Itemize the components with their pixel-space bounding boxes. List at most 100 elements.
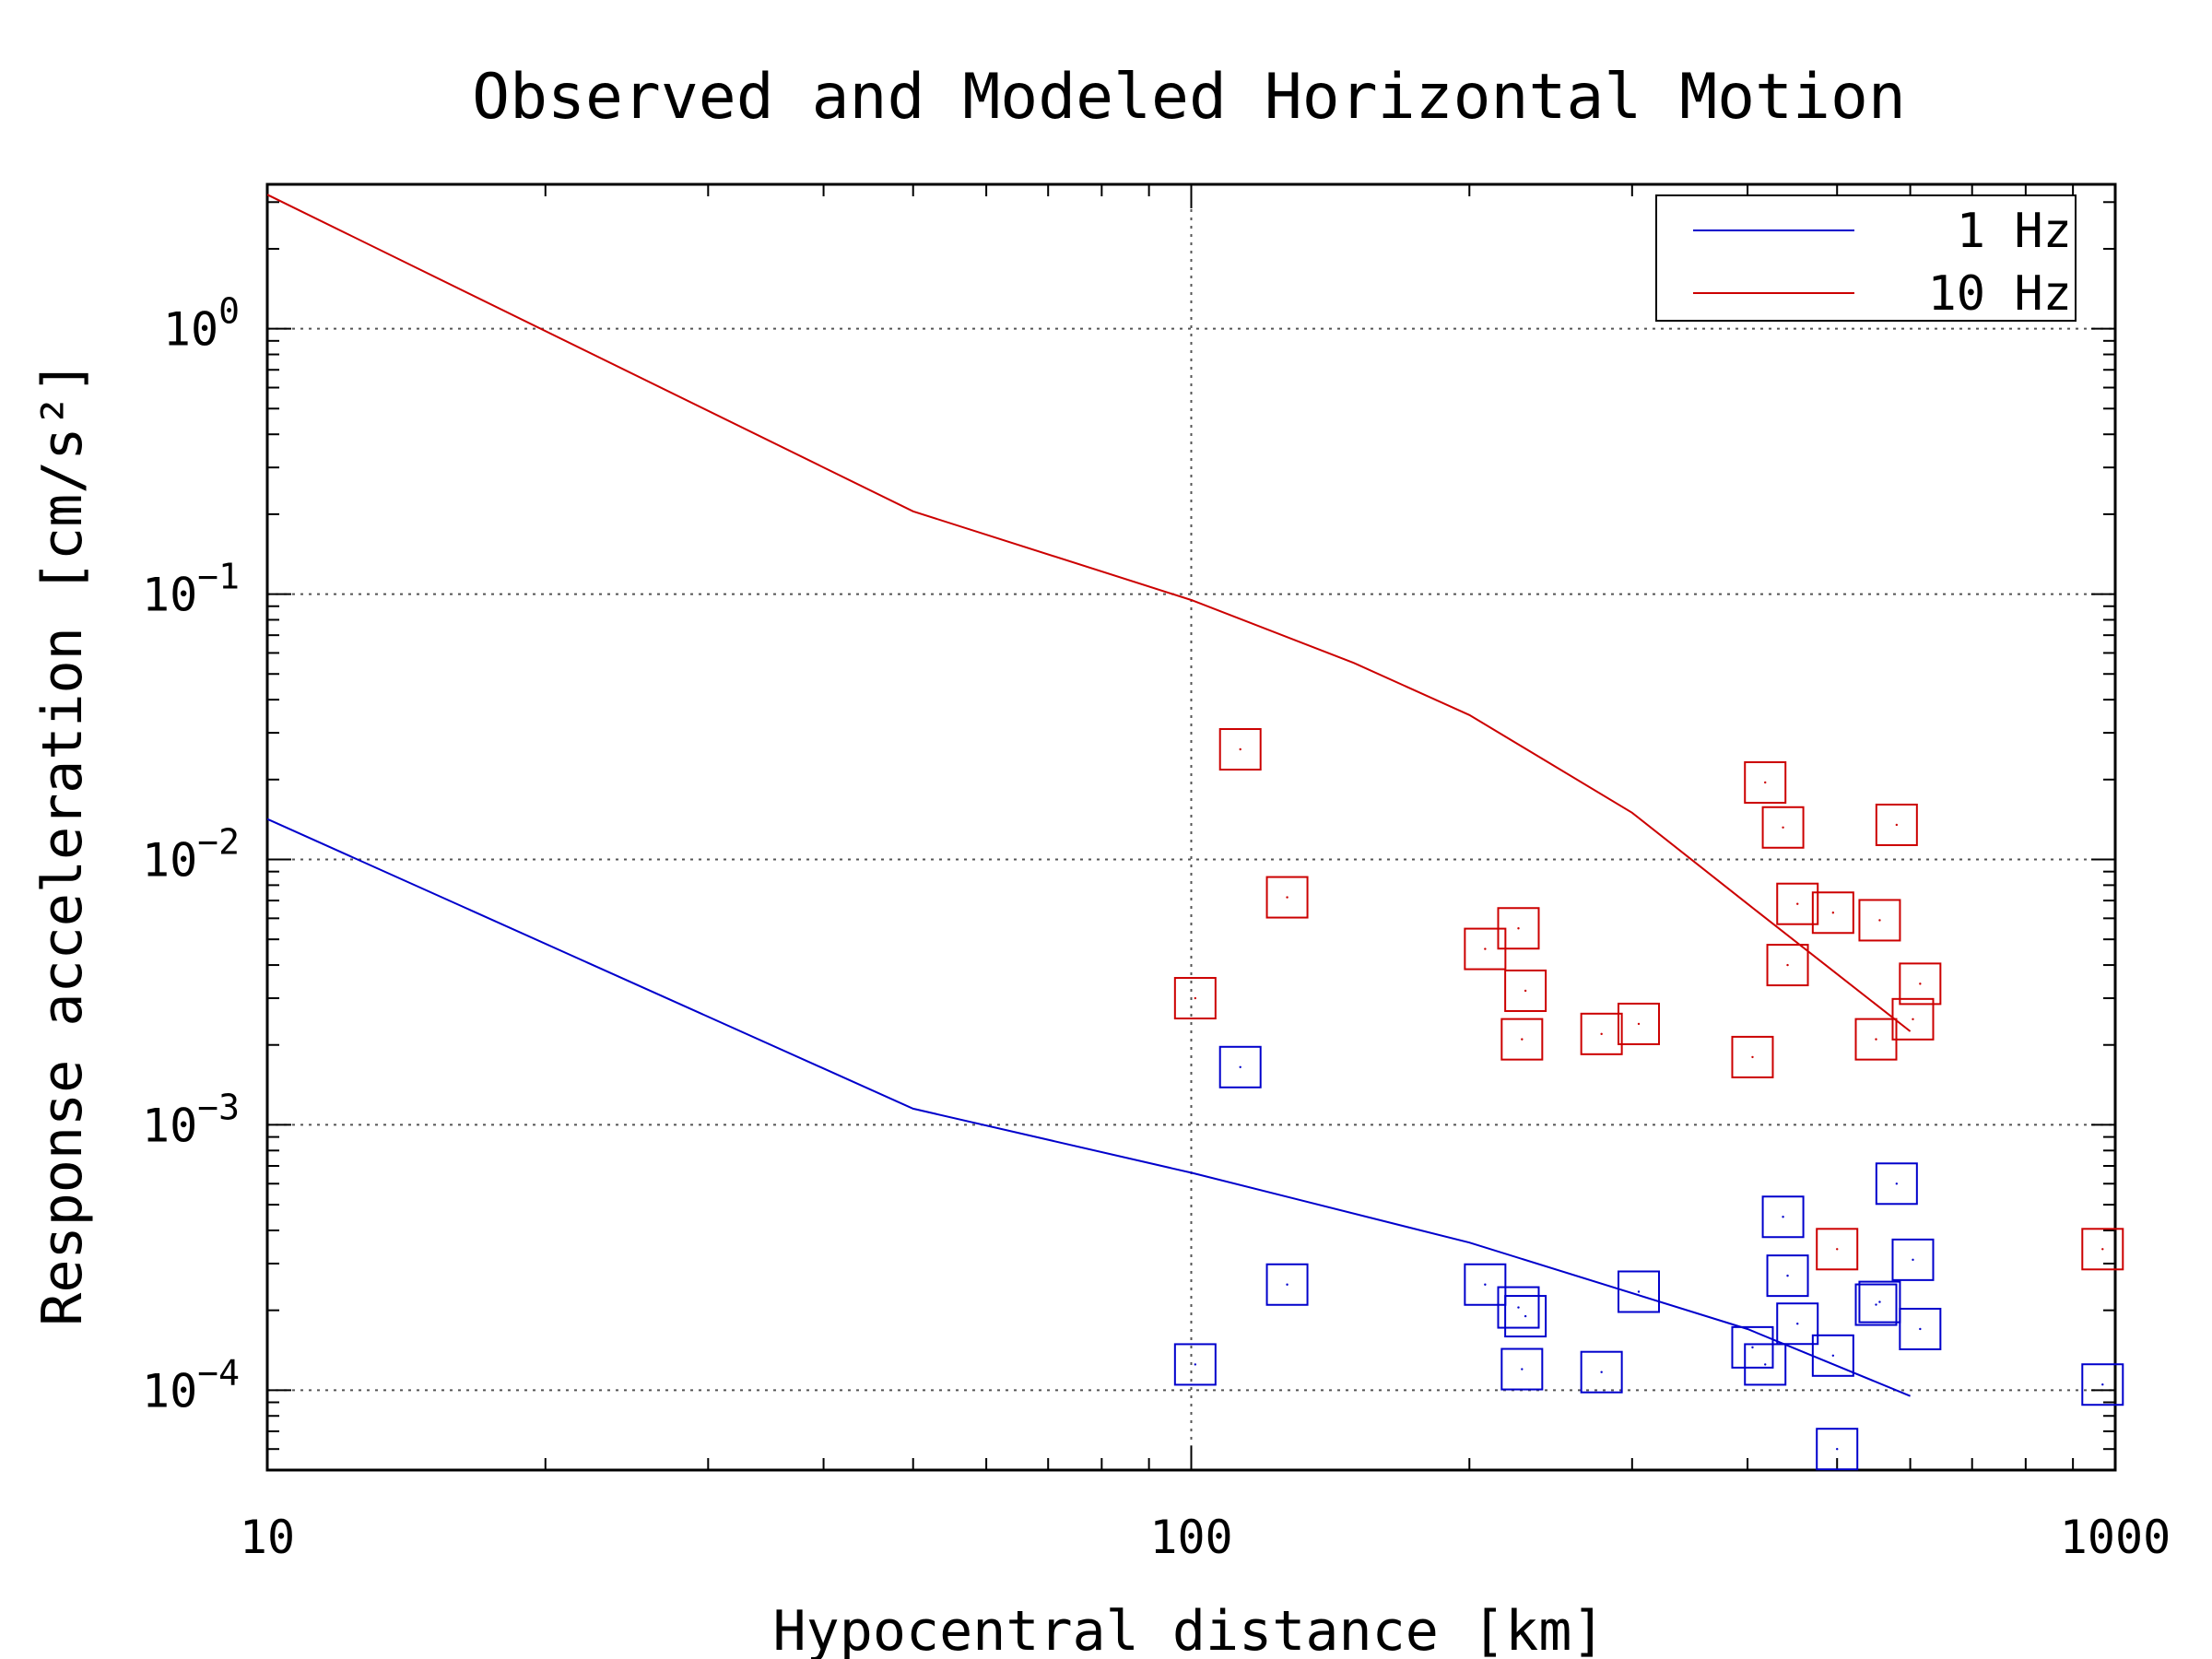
observed-point-center-series-1 <box>1751 1055 1754 1059</box>
observed-point-series-0 <box>1580 1350 1623 1394</box>
legend-label-10hz: 10 Hz <box>1927 266 2072 322</box>
observed-point-series-1 <box>1811 891 1854 935</box>
observed-point-series-0 <box>1854 1283 1898 1326</box>
x-axis-label: Hypocentral distance [km] <box>772 1599 1605 1659</box>
observed-point-center-series-1 <box>1831 912 1835 914</box>
observed-point-center-series-0 <box>1484 1283 1487 1286</box>
y-axis-label: Response acceleration [cm/s²] <box>30 360 95 1326</box>
observed-point-center-series-1 <box>1836 1248 1839 1251</box>
observed-point-series-1 <box>1761 806 1805 849</box>
y-tick-label: 10−2 <box>142 821 240 887</box>
observed-point-center-series-0 <box>1875 1303 1877 1306</box>
legend-box <box>1655 194 2077 322</box>
observed-point-series-1 <box>1776 882 1819 925</box>
observed-point-center-series-1 <box>1286 896 1288 899</box>
x-tick-label: 10 <box>240 1511 295 1564</box>
observed-point-series-1 <box>1173 977 1217 1020</box>
observed-point-center-series-1 <box>1484 947 1487 950</box>
observed-point-series-1 <box>1744 760 1787 804</box>
x-tick-label: 1000 <box>2060 1511 2171 1564</box>
observed-point-center-series-0 <box>1239 1065 1241 1068</box>
legend: 1 Hz 10 Hz <box>1655 194 2077 322</box>
observed-point-series-1 <box>1731 1035 1774 1078</box>
observed-point-center-series-0 <box>1782 1216 1784 1218</box>
legend-label-1hz: 1 Hz <box>1957 204 2072 259</box>
observed-point-center-series-0 <box>1831 1354 1835 1358</box>
observed-point-series-0 <box>1504 1295 1547 1338</box>
observed-point-series-1 <box>1497 907 1540 950</box>
observed-point-center-series-1 <box>1637 1022 1641 1026</box>
observed-point-center-series-0 <box>1764 1363 1767 1366</box>
axes <box>265 182 2117 1472</box>
observed-point-center-series-1 <box>1600 1032 1603 1036</box>
observed-point-series-1 <box>1766 944 1809 987</box>
observed-point-center-series-1 <box>1786 963 1789 967</box>
observed-point-series-0 <box>1858 1280 1901 1324</box>
observed-point-series-0 <box>1891 1238 1935 1281</box>
observed-point-center-series-0 <box>1786 1274 1789 1277</box>
observed-point-series-0 <box>1731 1325 1774 1369</box>
observed-point-series-1 <box>1500 1018 1544 1061</box>
observed-point-series-0 <box>1497 1286 1540 1329</box>
observed-point-series-0 <box>1173 1343 1217 1386</box>
observed-point-series-0 <box>2081 1363 2124 1406</box>
chart-title: Observed and Modeled Horizontal Motion <box>472 61 1906 134</box>
observed-point-series-0 <box>1811 1334 1854 1377</box>
observed-point-center-series-1 <box>1919 982 1922 985</box>
observed-point-center-series-0 <box>1524 1314 1527 1318</box>
observed-point-center-series-0 <box>1517 1306 1520 1309</box>
observed-point-series-1 <box>1265 876 1309 919</box>
observed-point-center-series-1 <box>1782 826 1784 829</box>
observed-point-center-series-0 <box>1912 1258 1914 1262</box>
observed-point-center-series-1 <box>1524 989 1527 993</box>
observed-point-series-1 <box>1580 1012 1623 1055</box>
y-tick-label: 10−3 <box>142 1087 240 1152</box>
observed-point-series-1 <box>1875 803 1918 846</box>
observed-point-center-series-0 <box>1836 1448 1839 1451</box>
observed-point-series-1 <box>1816 1228 1859 1271</box>
observed-point-center-series-0 <box>2101 1383 2104 1386</box>
y-tick-label: 10−4 <box>142 1352 240 1418</box>
observed-point-series-0 <box>1744 1343 1787 1386</box>
observed-point-series-0 <box>1776 1302 1819 1346</box>
observed-point-center-series-1 <box>1912 1018 1914 1021</box>
observed-point-series-1 <box>1891 997 1935 1041</box>
observed-point-center-series-0 <box>1286 1283 1288 1286</box>
observed-point-series-0 <box>1265 1263 1309 1306</box>
y-tick-label: 10−1 <box>142 557 240 622</box>
observed-point-center-series-0 <box>1878 1300 1881 1303</box>
observed-point-center-series-1 <box>1521 1038 1524 1041</box>
observed-point-series-1 <box>1218 728 1262 771</box>
observed-point-series-1 <box>1618 1002 1661 1045</box>
y-tick-label: 100 <box>163 291 240 357</box>
observed-point-center-series-1 <box>1878 919 1881 922</box>
observed-point-center-series-0 <box>1751 1346 1754 1349</box>
observed-point-center-series-1 <box>1796 902 1799 905</box>
observed-point-center-series-0 <box>1637 1290 1641 1293</box>
observed-point-series-0 <box>1875 1162 1918 1206</box>
observed-point-series-0 <box>1464 1263 1507 1306</box>
observed-point-series-0 <box>1899 1307 1942 1350</box>
observed-point-center-series-0 <box>1919 1327 1922 1331</box>
observed-point-center-series-0 <box>1600 1371 1603 1373</box>
observed-point-series-1 <box>1858 899 1901 942</box>
observed-point-center-series-1 <box>1764 781 1767 784</box>
observed-point-center-series-0 <box>1895 1182 1899 1185</box>
observed-point-series-0 <box>1618 1270 1661 1313</box>
observed-point-series-0 <box>1766 1254 1809 1298</box>
observed-point-center-series-1 <box>1239 747 1241 751</box>
observed-markers <box>1173 728 2124 1471</box>
observed-point-center-series-0 <box>1521 1368 1524 1371</box>
x-tick-label: 100 <box>1149 1511 1232 1564</box>
observed-point-series-0 <box>1500 1347 1544 1391</box>
model-line-series-0 <box>267 818 1911 1397</box>
observed-point-series-0 <box>1816 1428 1859 1471</box>
observed-point-series-1 <box>1899 962 1942 1006</box>
observed-point-series-0 <box>1761 1195 1805 1239</box>
observed-point-series-0 <box>1218 1045 1262 1088</box>
tick-labels: 10 100 1000 10−4 10−3 10−2 10−1 100 <box>142 291 2171 1564</box>
observed-point-center-series-0 <box>1796 1323 1799 1325</box>
observed-point-center-series-1 <box>1517 927 1520 930</box>
observed-point-center-series-1 <box>1895 823 1899 827</box>
